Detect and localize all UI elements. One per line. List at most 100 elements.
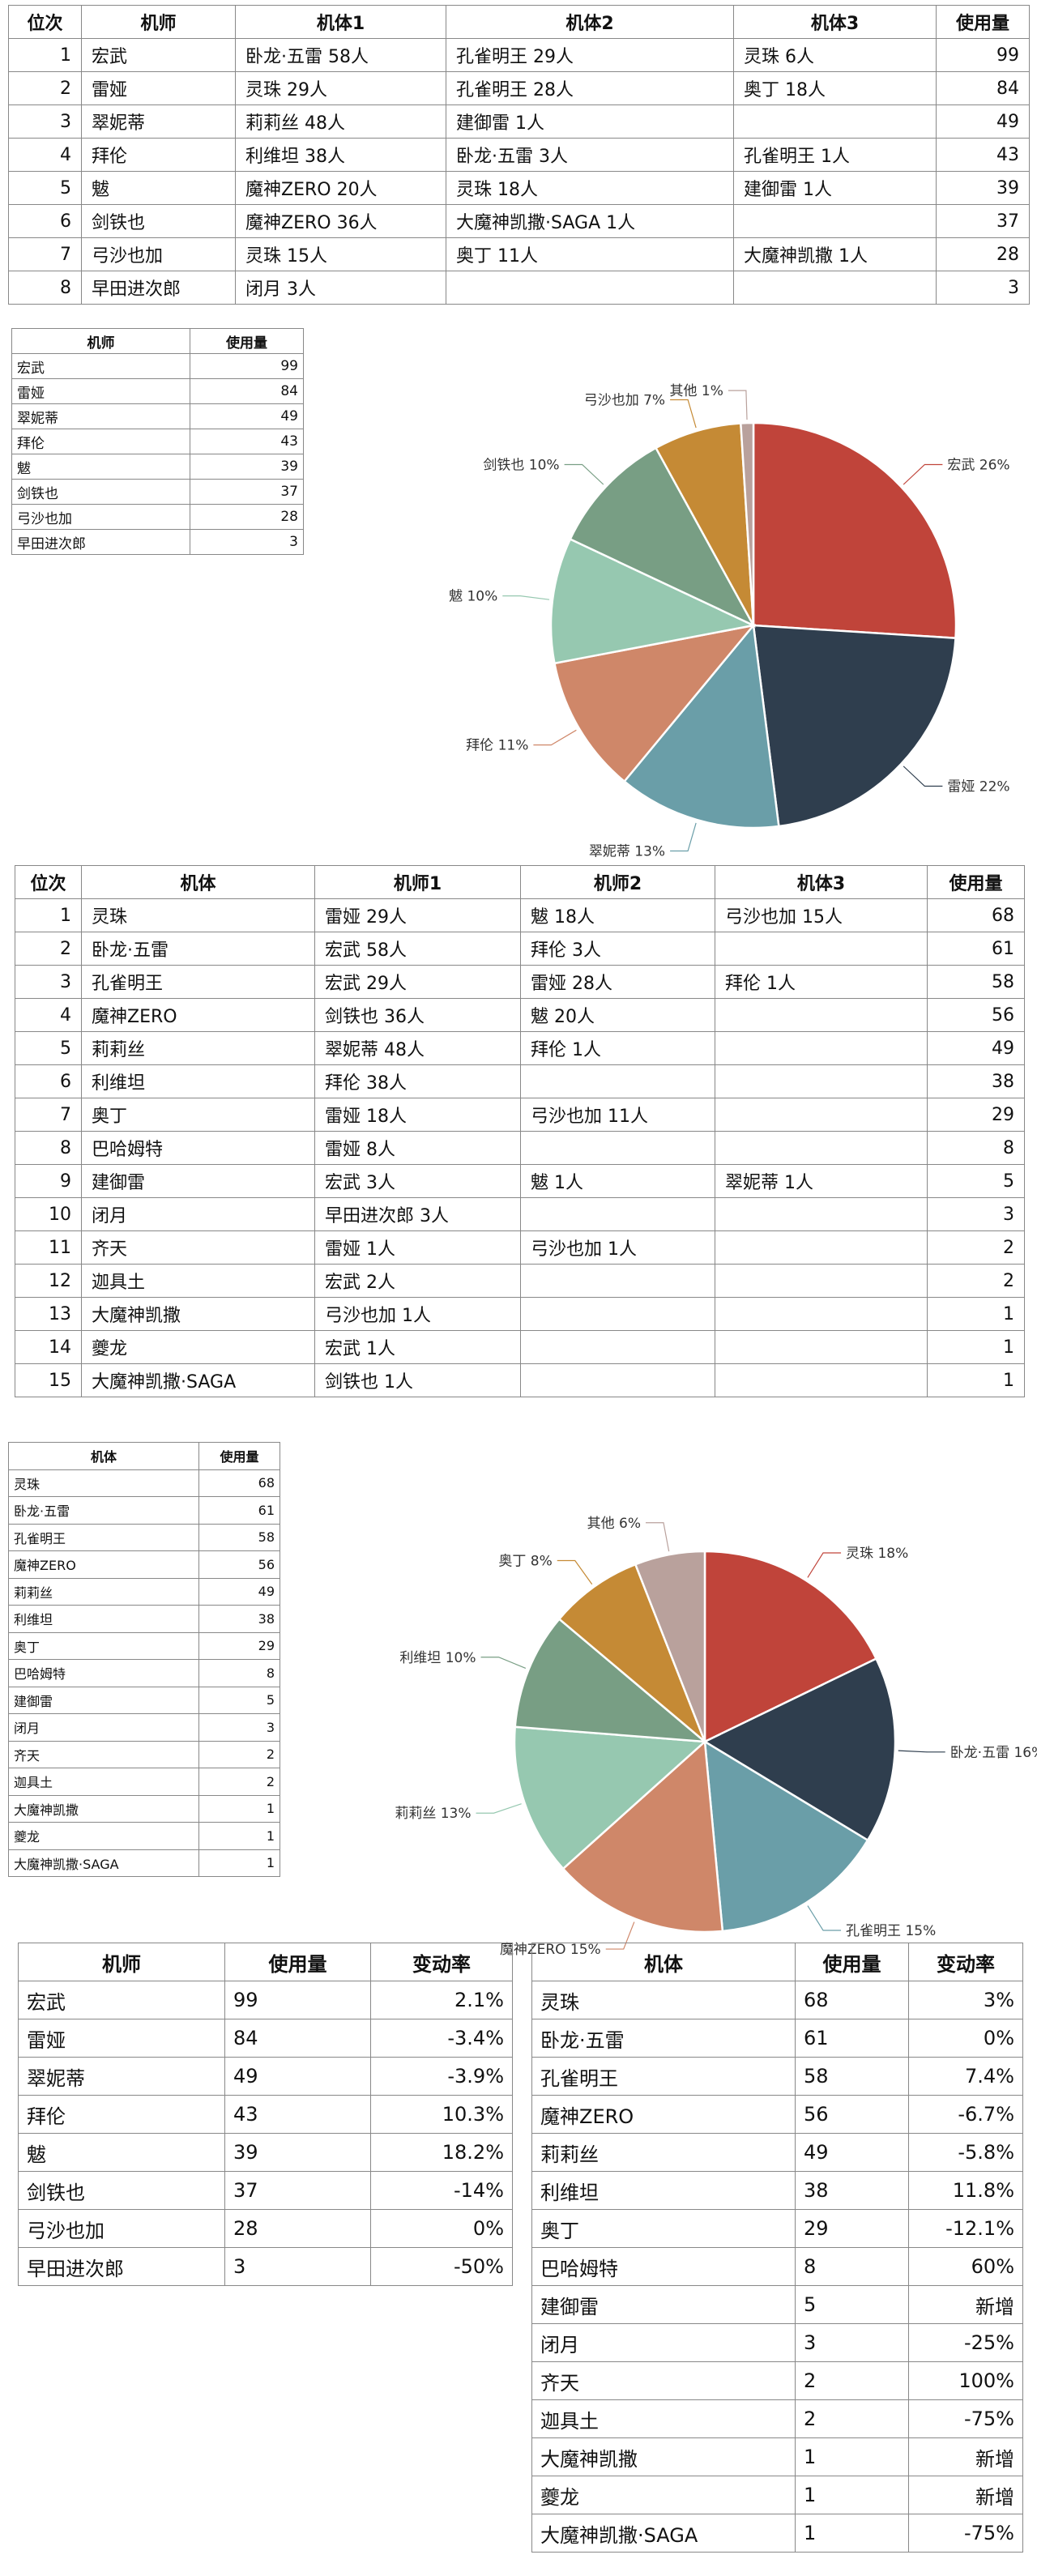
cell-usage: 38 xyxy=(198,1605,280,1633)
cell-usage: 38 xyxy=(927,1064,1025,1098)
table-row: 利维坦 38 xyxy=(8,1605,280,1633)
pie-leader-line xyxy=(898,1750,945,1753)
table-row: 莉莉丝 49 xyxy=(8,1577,280,1606)
table-row: 大魔神凯撒 1 xyxy=(8,1794,280,1823)
cell-usage: 1 xyxy=(198,1794,280,1823)
pie-leader-line xyxy=(502,595,550,600)
cell-p1: 剑铁也 36人 xyxy=(314,998,521,1032)
cell-name: 大魔神凯撒 xyxy=(81,1297,315,1331)
table-header-row: 位次 机体 机师1 机师2 机体3 使用量 xyxy=(15,865,1025,899)
cell-usage: 58 xyxy=(927,965,1025,999)
cell-name: 齐天 xyxy=(531,2361,796,2400)
cell-usage: 49 xyxy=(936,104,1030,139)
cell-p1: 宏武 58人 xyxy=(314,932,521,966)
cell-rank: 3 xyxy=(15,965,82,999)
pie-leader-line xyxy=(533,729,577,746)
table-row: 宏武 99 xyxy=(11,353,304,379)
cell-usage: 37 xyxy=(936,204,1030,238)
cell-name: 利维坦 xyxy=(531,2171,796,2210)
table-row: 奥丁 29 -12.1% xyxy=(531,2209,1023,2248)
cell-name: 建御雷 xyxy=(531,2285,796,2324)
pie-label: 拜伦 11% xyxy=(466,738,528,754)
cell-rank: 8 xyxy=(8,271,82,305)
cell-name: 大魔神凯撒·SAGA xyxy=(8,1849,199,1877)
table-row: 大魔神凯撒·SAGA 1 -75% xyxy=(531,2514,1023,2553)
cell-usage: 84 xyxy=(936,71,1030,105)
table-row: 宏武 99 2.1% xyxy=(18,1981,513,2019)
cell-usage: 3 xyxy=(224,2247,371,2286)
header-pilot: 机师 xyxy=(11,328,190,354)
cell-m3: 孔雀明王 1人 xyxy=(733,138,937,172)
cell-m3 xyxy=(733,204,937,238)
table-row: 9 建御雷 宏武 3人魃 1人 翠妮蒂 1人 5 xyxy=(15,1164,1025,1198)
cell-rate: 3% xyxy=(908,1981,1023,2019)
table-row: 闭月 3 xyxy=(8,1713,280,1742)
table-row: 拜伦 43 xyxy=(11,429,304,454)
table-row: 灵珠 68 3% xyxy=(531,1981,1023,2019)
pie-slice xyxy=(569,446,756,628)
cell-rate: 0% xyxy=(370,2209,513,2248)
mech-usage-table: 机体 使用量 灵珠 68 卧龙·五雷 61 孔雀明王 58 魔神ZERO 56 莉莉丝 49 利维坦… xyxy=(8,1442,280,1877)
cell-rank: 7 xyxy=(8,237,82,271)
cell-name: 雷娅 xyxy=(18,2019,225,2058)
cell-usage: 99 xyxy=(224,1981,371,2019)
cell-rank: 13 xyxy=(15,1297,82,1331)
pilot-change-table: 机师 使用量 变动率 宏武 99 2.1% 雷娅 84 -3.4% 翠妮蒂 49 -3.9% 拜伦… xyxy=(18,1943,513,2286)
cell-rate: 新增 xyxy=(908,2437,1023,2476)
cell-rank: 14 xyxy=(15,1330,82,1364)
pie-leader-line xyxy=(480,1657,527,1669)
cell-rate: -75% xyxy=(908,2514,1023,2553)
table-header-row: 机师 使用量 变动率 xyxy=(18,1943,513,1981)
cell-name: 魃 xyxy=(81,171,236,205)
cell-name: 闭月 xyxy=(531,2323,796,2362)
cell-p3: 弓沙也加 15人 xyxy=(715,898,928,932)
pie-label: 灵珠 18% xyxy=(846,1546,908,1562)
table-row: 1 灵珠 雷娅 29人魃 18人 弓沙也加 15人 68 xyxy=(15,898,1025,932)
cell-usage: 43 xyxy=(936,138,1030,172)
cell-name: 夔龙 xyxy=(81,1330,315,1364)
header-change-rate: 变动率 xyxy=(370,1943,513,1981)
cell-rank: 1 xyxy=(15,898,82,932)
cell-rank: 2 xyxy=(15,932,82,966)
pie-leader-line xyxy=(557,1559,593,1585)
cell-m2: 孔雀明王 28人 xyxy=(446,71,734,105)
cell-m1: 莉莉丝 48人 xyxy=(235,104,446,139)
pie-leader-line xyxy=(903,766,943,787)
cell-p1: 翠妮蒂 48人 xyxy=(314,1031,521,1065)
cell-usage: 2 xyxy=(927,1264,1025,1298)
header-usage: 使用量 xyxy=(795,1943,909,1981)
cell-p1: 弓沙也加 1人 xyxy=(314,1297,521,1331)
cell-usage: 28 xyxy=(190,504,304,530)
cell-rate: 60% xyxy=(908,2247,1023,2286)
cell-rate: 7.4% xyxy=(908,2057,1023,2096)
cell-name: 孔雀明王 xyxy=(8,1523,199,1551)
cell-p2 xyxy=(520,1363,715,1397)
cell-usage: 29 xyxy=(927,1098,1025,1132)
cell-rate: -50% xyxy=(370,2247,513,2286)
table-row: 12 迦具土 宏武 2人 2 xyxy=(15,1264,1025,1298)
pie-leader-line xyxy=(670,399,697,429)
cell-rank: 7 xyxy=(15,1098,82,1132)
pie-label: 魃 10% xyxy=(449,589,497,605)
cell-name: 早田进次郎 xyxy=(81,271,236,305)
cell-rate: 0% xyxy=(908,2019,1023,2058)
cell-m1: 魔神ZERO 20人 xyxy=(235,171,446,205)
pilot-table: 位次 机师 机体1 机体2 机体3 使用量 1 宏武 卧龙·五雷 58人 孔雀明王 2… xyxy=(8,5,1030,305)
cell-name: 灵珠 xyxy=(81,898,315,932)
cell-rank: 5 xyxy=(8,171,82,205)
cell-usage: 38 xyxy=(795,2171,909,2210)
cell-p2: 弓沙也加 11人 xyxy=(520,1098,715,1132)
cell-name: 齐天 xyxy=(8,1740,199,1768)
cell-name: 弓沙也加 xyxy=(11,504,190,530)
mech-usage-pie-chart: 灵珠 18%卧龙·五雷 16%孔雀明王 15%魔神ZERO 15%莉莉丝 13%… xyxy=(395,1516,1037,1958)
pie-label: 莉莉丝 13% xyxy=(395,1806,471,1822)
cell-usage: 5 xyxy=(927,1164,1025,1198)
cell-m2 xyxy=(446,271,734,305)
cell-p1: 宏武 3人 xyxy=(314,1164,521,1198)
table-row: 齐天 2 100% xyxy=(531,2361,1023,2400)
pie-slice xyxy=(752,624,957,828)
cell-name: 巴哈姆特 xyxy=(531,2247,796,2286)
header-pilot: 机师 xyxy=(18,1943,225,1981)
cell-usage: 1 xyxy=(198,1822,280,1850)
pie-label: 孔雀明王 15% xyxy=(846,1923,936,1939)
